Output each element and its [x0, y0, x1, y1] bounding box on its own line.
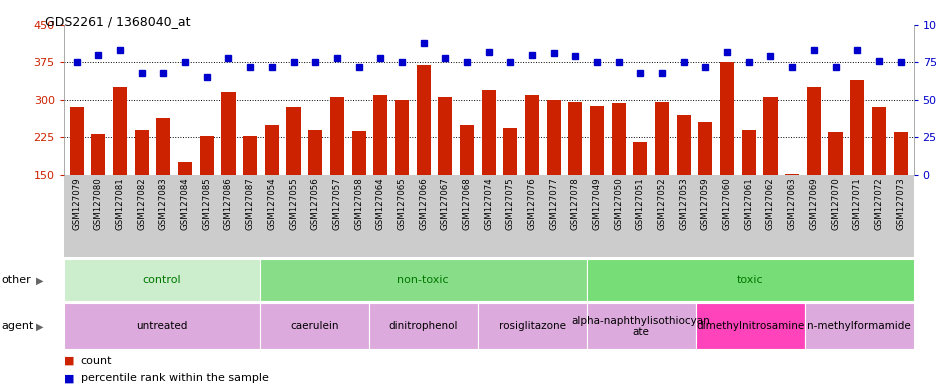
Bar	[870, 107, 885, 175]
Bar	[438, 98, 452, 175]
Bar	[265, 125, 279, 175]
Text: alpha-naphthylisothiocyan
ate: alpha-naphthylisothiocyan ate	[571, 316, 709, 337]
Text: non-toxic: non-toxic	[397, 275, 448, 285]
Text: dinitrophenol: dinitrophenol	[388, 321, 458, 331]
Bar	[763, 98, 777, 175]
Bar	[827, 132, 841, 175]
Bar	[503, 128, 517, 175]
Bar	[546, 100, 560, 175]
Bar	[654, 102, 668, 175]
Bar	[417, 65, 431, 175]
Bar	[568, 102, 582, 175]
Bar	[351, 131, 365, 175]
Text: untreated: untreated	[136, 321, 187, 331]
Bar	[135, 130, 149, 175]
Bar	[329, 98, 344, 175]
Bar	[719, 62, 734, 175]
Bar	[286, 107, 300, 175]
Bar	[849, 80, 863, 175]
Bar	[697, 122, 711, 175]
Bar	[69, 107, 83, 175]
Text: rosiglitazone: rosiglitazone	[498, 321, 565, 331]
Text: ■: ■	[64, 373, 74, 383]
Bar	[784, 174, 798, 175]
Bar	[199, 136, 213, 175]
Text: other: other	[1, 275, 31, 285]
Bar	[308, 130, 322, 175]
Bar	[524, 95, 538, 175]
Bar	[590, 106, 604, 175]
Text: ■: ■	[64, 356, 74, 366]
Text: ▶: ▶	[36, 321, 43, 331]
Text: control: control	[142, 275, 181, 285]
Text: agent: agent	[1, 321, 34, 331]
Text: toxic: toxic	[736, 275, 763, 285]
Bar	[893, 132, 907, 175]
Bar	[178, 162, 192, 175]
Bar	[394, 100, 408, 175]
Text: percentile rank within the sample: percentile rank within the sample	[80, 373, 269, 383]
Bar	[741, 130, 755, 175]
Bar	[373, 95, 387, 175]
Text: caerulein: caerulein	[290, 321, 338, 331]
Bar	[633, 142, 647, 175]
Bar	[806, 87, 820, 175]
Bar	[113, 87, 127, 175]
Bar	[676, 115, 690, 175]
Text: GDS2261 / 1368040_at: GDS2261 / 1368040_at	[45, 15, 190, 28]
Bar	[156, 118, 170, 175]
Bar	[221, 92, 235, 175]
Text: n-methylformamide: n-methylformamide	[806, 321, 910, 331]
Bar	[92, 134, 106, 175]
Bar	[611, 103, 625, 175]
Text: count: count	[80, 356, 112, 366]
Bar	[460, 125, 474, 175]
Bar	[242, 136, 257, 175]
Text: dimethylnitrosamine: dimethylnitrosamine	[695, 321, 803, 331]
Text: ▶: ▶	[36, 275, 43, 285]
Bar	[481, 90, 495, 175]
